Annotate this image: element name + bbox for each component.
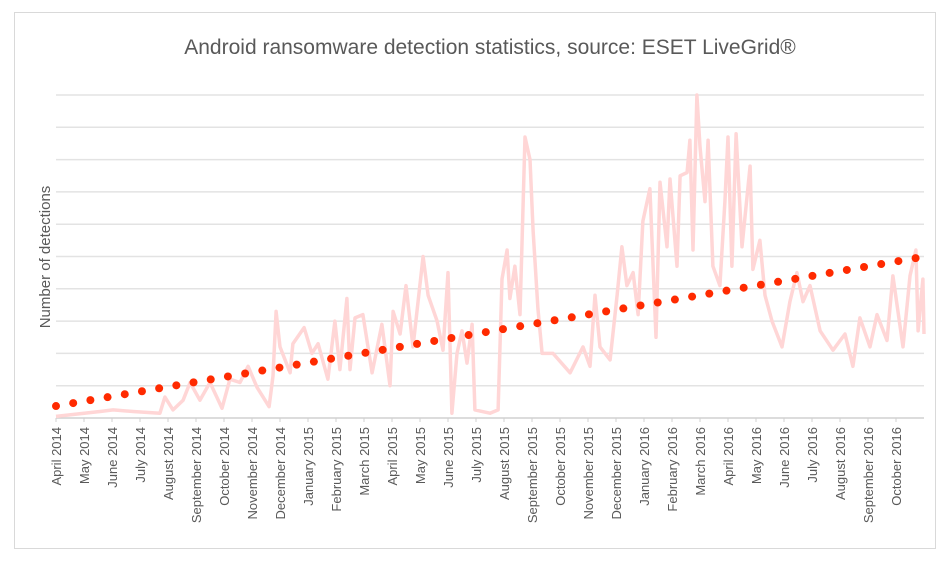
trend-dot xyxy=(516,322,525,331)
trend-dot xyxy=(842,265,851,274)
trend-dot xyxy=(395,342,404,351)
trend-dot xyxy=(636,301,645,310)
trend-dot xyxy=(808,271,817,280)
trend-dot xyxy=(275,363,284,372)
x-tick-label: January 2015 xyxy=(301,427,316,506)
x-tick-label: July 2015 xyxy=(469,427,484,483)
y-axis-label: Number of detections xyxy=(37,186,54,329)
x-tick-label: November 2015 xyxy=(581,427,596,520)
trend-dot xyxy=(722,286,731,295)
trend-dot xyxy=(860,262,869,271)
trend-dot xyxy=(705,289,714,298)
x-tick-label: April 2016 xyxy=(721,427,736,486)
trend-dot xyxy=(911,254,920,263)
x-tick-label: October 2015 xyxy=(553,427,568,506)
trend-dot xyxy=(653,298,662,307)
x-tick-label: December 2015 xyxy=(609,427,624,520)
x-tick-label: May 2014 xyxy=(77,427,92,484)
x-tick-label: December 2014 xyxy=(273,427,288,520)
x-tick-label: June 2014 xyxy=(105,427,120,488)
trend-dot xyxy=(739,283,748,292)
x-tick-label: July 2016 xyxy=(805,427,820,483)
x-tick-label: February 2016 xyxy=(665,427,680,512)
x-tick-label: August 2016 xyxy=(833,427,848,500)
trend-dot xyxy=(825,268,834,277)
trend-dot xyxy=(309,357,318,366)
trend-dot xyxy=(894,257,903,266)
trend-dot xyxy=(361,348,370,357)
trend-dot xyxy=(670,295,679,304)
x-tick-label: January 2016 xyxy=(637,427,652,506)
trend-dot xyxy=(292,360,301,369)
trend-dot xyxy=(206,375,215,384)
trend-dot xyxy=(69,399,78,408)
trend-dot xyxy=(241,369,250,378)
trend-dot xyxy=(86,396,95,405)
trend-dot xyxy=(602,307,611,316)
x-tick-label: August 2015 xyxy=(497,427,512,500)
x-tick-label: September 2015 xyxy=(525,427,540,523)
x-tick-label: May 2015 xyxy=(413,427,428,484)
trend-dot xyxy=(378,345,387,354)
trend-dot xyxy=(172,381,181,390)
trend-dot xyxy=(430,336,439,345)
trend-dot xyxy=(137,387,146,396)
chart-title: Android ransomware detection statistics,… xyxy=(184,36,796,59)
detections-line xyxy=(55,93,926,419)
x-tick-label: March 2016 xyxy=(693,427,708,496)
x-tick-label: June 2016 xyxy=(777,427,792,488)
trend-dot xyxy=(533,319,542,328)
trend-dot xyxy=(223,372,232,381)
x-tick-label: September 2016 xyxy=(861,427,876,523)
x-tick-label: November 2014 xyxy=(245,427,260,520)
trend-dot xyxy=(120,390,129,399)
x-tick-label: July 2014 xyxy=(133,427,148,483)
trend-dot xyxy=(567,313,576,322)
trend-dot xyxy=(774,277,783,286)
x-tick-label: September 2014 xyxy=(189,427,204,523)
trend-dot xyxy=(481,328,490,337)
trend-dot xyxy=(550,316,559,325)
trend-dot xyxy=(103,393,112,402)
trend-dot xyxy=(258,366,267,375)
trend-dot xyxy=(756,280,765,289)
trend-dot xyxy=(464,331,473,340)
trend-dot xyxy=(413,339,422,348)
trend-dot xyxy=(584,310,593,319)
x-tick-label: June 2015 xyxy=(441,427,456,488)
x-tick-label: April 2015 xyxy=(385,427,400,486)
x-tick-label: May 2016 xyxy=(749,427,764,484)
trend-dot xyxy=(619,304,628,313)
x-tick-label: October 2016 xyxy=(889,427,904,506)
x-tick-label: October 2014 xyxy=(217,427,232,506)
trend-dot xyxy=(327,354,336,363)
trend-dot xyxy=(688,292,697,301)
x-tick-label: February 2015 xyxy=(329,427,344,512)
trend-dot xyxy=(189,378,198,387)
trend-dot xyxy=(155,384,164,393)
x-tick-label: April 2014 xyxy=(49,427,64,486)
x-tick-label: August 2014 xyxy=(161,427,176,500)
x-tick-label: March 2015 xyxy=(357,427,372,496)
trend-dot xyxy=(344,351,353,360)
trend-dot xyxy=(498,325,507,334)
trend-dot xyxy=(791,274,800,283)
trend-dot xyxy=(447,333,456,342)
trend-dot xyxy=(877,260,886,269)
trend-dot xyxy=(52,402,60,411)
chart-frame xyxy=(14,12,936,549)
